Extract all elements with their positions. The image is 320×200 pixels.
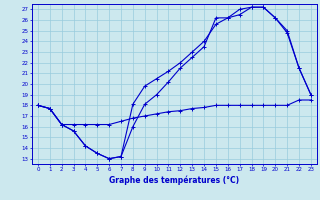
X-axis label: Graphe des températures (°C): Graphe des températures (°C) [109,175,239,185]
